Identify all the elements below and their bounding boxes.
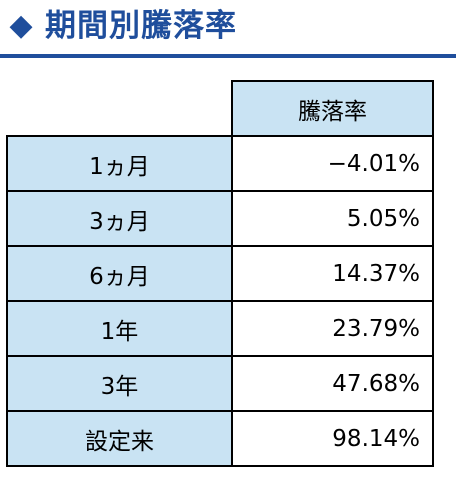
period-label: 1ヵ月: [6, 135, 233, 192]
period-label: 設定来: [6, 410, 233, 467]
period-label: 3年: [6, 355, 233, 412]
column-header-return: 騰落率: [231, 80, 434, 137]
section-header: ◆ 期間別騰落率: [0, 0, 456, 62]
table-header-row: 騰落率: [7, 80, 434, 137]
period-label: 1年: [6, 300, 233, 357]
table-row: 1ヵ月 −4.01%: [6, 135, 434, 192]
return-value: 5.05%: [231, 190, 434, 247]
return-value: 14.37%: [231, 245, 434, 302]
performance-table: 騰落率 1ヵ月 −4.01% 3ヵ月 5.05% 6ヵ月 14.37% 1年 2…: [6, 80, 434, 467]
return-value: 47.68%: [231, 355, 434, 412]
diamond-icon: ◆: [9, 8, 33, 43]
empty-corner-cell: [7, 81, 232, 136]
table-row: 設定来 98.14%: [6, 410, 434, 467]
return-value: −4.01%: [231, 135, 434, 192]
table-row: 3年 47.68%: [6, 355, 434, 412]
table-row: 6ヵ月 14.37%: [6, 245, 434, 302]
table-row: 1年 23.79%: [6, 300, 434, 357]
table-row: 3ヵ月 5.05%: [6, 190, 434, 247]
period-label: 6ヵ月: [6, 245, 233, 302]
period-label: 3ヵ月: [6, 190, 233, 247]
header-underline: [0, 54, 456, 58]
page-title: 期間別騰落率: [45, 8, 237, 44]
return-value: 23.79%: [231, 300, 434, 357]
return-value: 98.14%: [231, 410, 434, 467]
